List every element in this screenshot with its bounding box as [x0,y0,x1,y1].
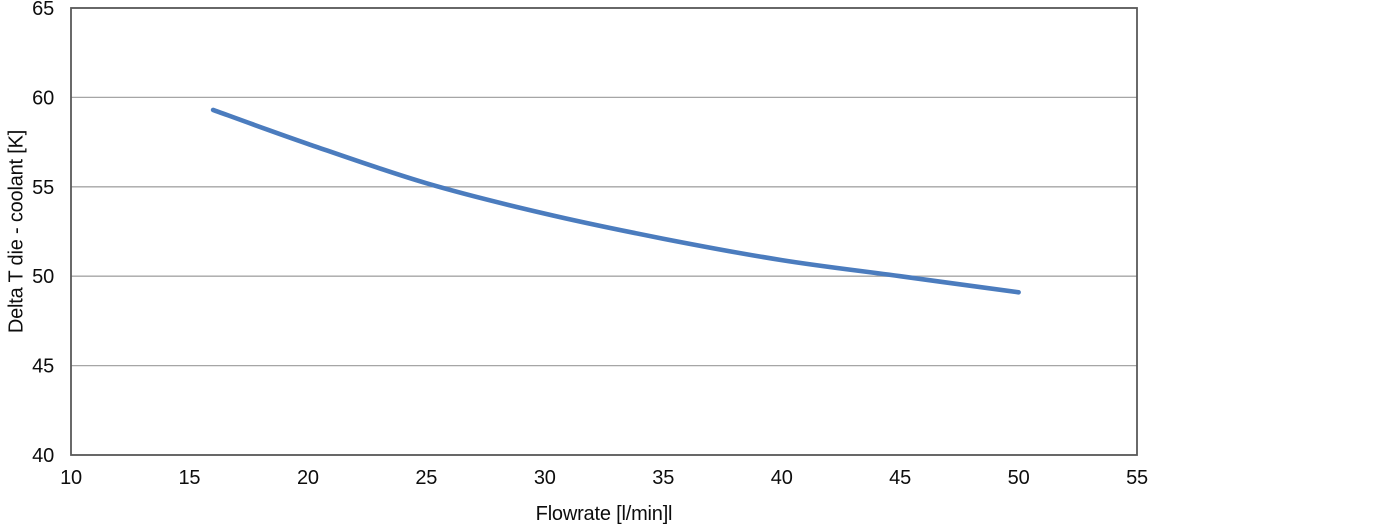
x-tick-label-55: 55 [1126,467,1148,489]
y-tick-label-60: 60 [32,87,54,109]
x-tick-label-20: 20 [297,467,319,489]
x-tick-label-10: 10 [60,467,82,489]
y-tick-label-50: 50 [32,266,54,288]
x-tick-label-40: 40 [771,467,793,489]
series-line-0 [210,107,1021,295]
x-tick-label-45: 45 [889,467,911,489]
x-tick-label-25: 25 [415,467,437,489]
x-tick-label-50: 50 [1008,467,1030,489]
y-tick-label-45: 45 [32,356,54,378]
plot-border [70,7,1138,456]
y-axis-title: Delta T die - coolant [K] [5,129,28,334]
x-tick-label-35: 35 [652,467,674,489]
y-tick-label-65: 65 [32,0,54,20]
y-tick-label-40: 40 [32,445,54,467]
x-tick-label-30: 30 [534,467,556,489]
y-tick-label-55: 55 [32,177,54,199]
x-tick-label-15: 15 [178,467,200,489]
x-axis-title: Flowrate [l/min]l [535,503,673,525]
